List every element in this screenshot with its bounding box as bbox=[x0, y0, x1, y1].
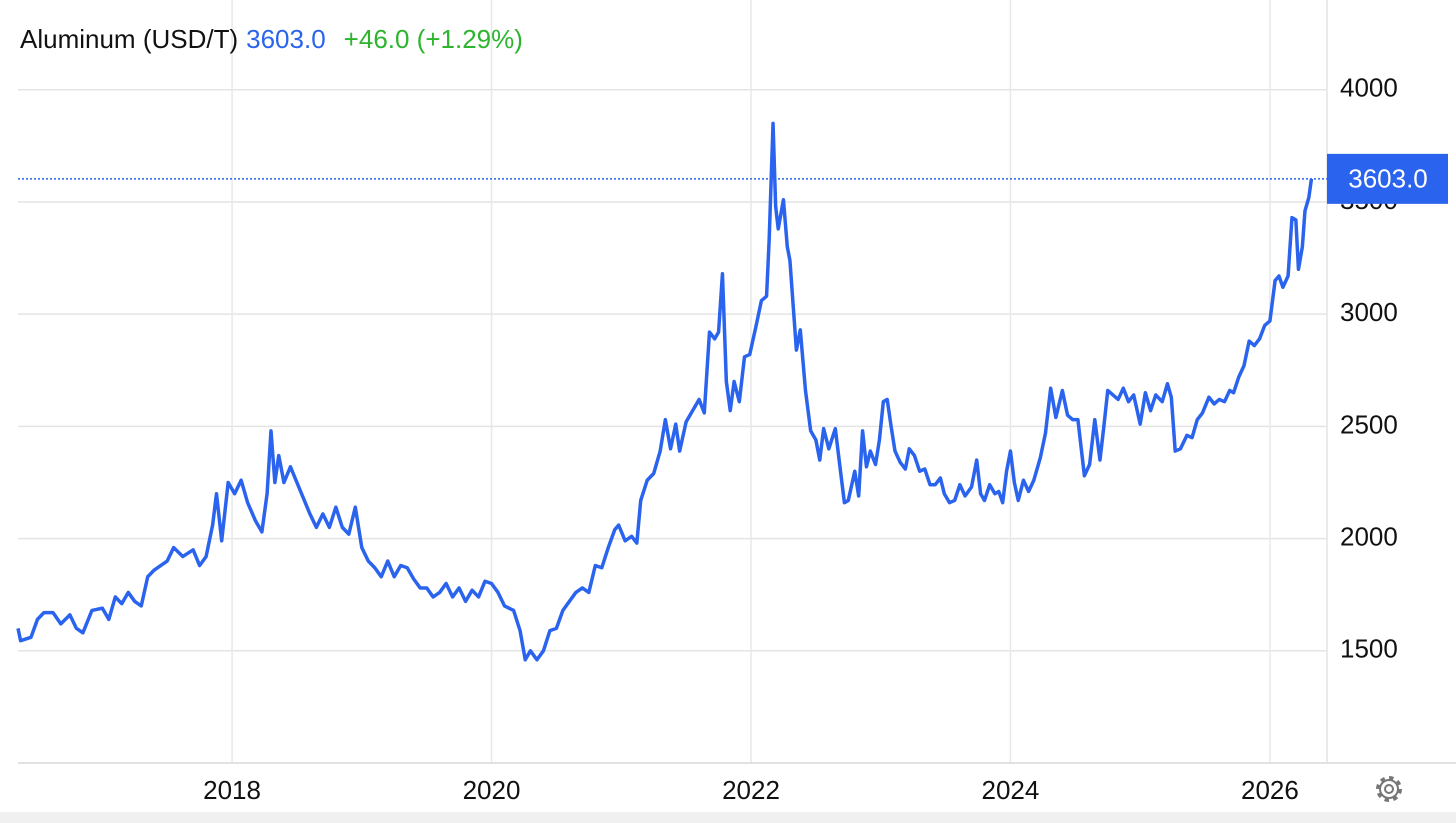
grid bbox=[18, 0, 1327, 763]
last-price-badge bbox=[1327, 153, 1448, 204]
y-tick-label: 3000 bbox=[1340, 297, 1398, 327]
y-tick-label: 2000 bbox=[1340, 521, 1398, 551]
footer-strip bbox=[0, 812, 1456, 823]
marks bbox=[16, 121, 1327, 662]
price-change: +46.0 (+1.29%) bbox=[344, 24, 523, 54]
y-tick-label: 2500 bbox=[1340, 409, 1398, 439]
last-price-badge-label: 3603.0 bbox=[1348, 164, 1428, 194]
chart-title-line: Aluminum (USD/T) 3603.0 +46.0 (+1.29%) bbox=[20, 24, 523, 54]
last-price: 3603.0 bbox=[246, 24, 326, 54]
y-tick-label: 4000 bbox=[1340, 73, 1398, 103]
x-tick-label: 2022 bbox=[722, 775, 780, 805]
x-tick-label: 2024 bbox=[982, 775, 1040, 805]
x-tick-label: 2026 bbox=[1241, 775, 1299, 805]
chart-title: Aluminum (USD/T) bbox=[20, 24, 238, 54]
x-tick-label: 2018 bbox=[203, 775, 261, 805]
y-tick-label: 1500 bbox=[1340, 634, 1398, 664]
x-tick-label: 2020 bbox=[463, 775, 521, 805]
price-line bbox=[16, 121, 1314, 662]
settings-icon[interactable] bbox=[1376, 776, 1402, 802]
